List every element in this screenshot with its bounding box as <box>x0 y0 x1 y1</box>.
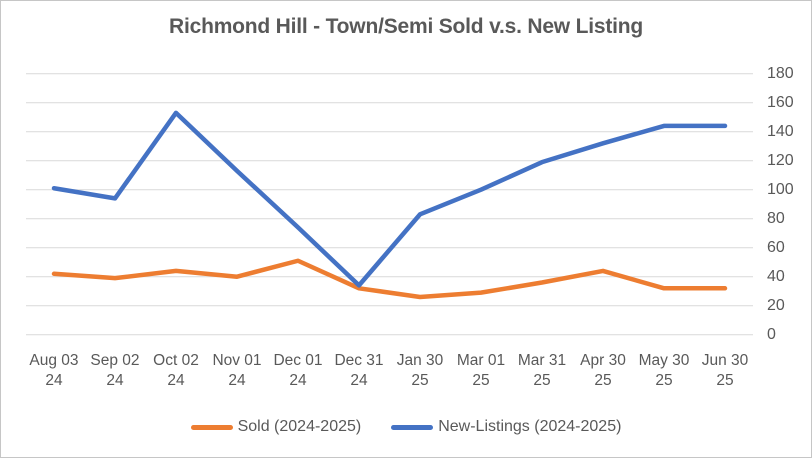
x-tick-label: Sep 02 24 <box>90 352 140 389</box>
x-tick-label: Apr 30 25 <box>580 352 626 389</box>
x-tick-label: Jun 30 25 <box>701 352 749 389</box>
x-tick-label: Mar 31 25 <box>517 352 567 389</box>
x-tick-label: Aug 03 24 <box>29 352 79 389</box>
sold-series-swatch <box>190 424 233 430</box>
legend-item-new-listings: New-Listings (2024-2025) <box>391 418 621 436</box>
x-tick-label: Dec 31 24 <box>334 352 384 389</box>
y-tick-label: 140 <box>767 122 794 140</box>
y-tick-label: 20 <box>767 296 785 314</box>
y-tick-label: 80 <box>767 209 785 227</box>
y-tick-label: 0 <box>767 325 776 343</box>
legend-label-new-listings: New-Listings (2024-2025) <box>438 418 622 435</box>
new-listings-series-swatch <box>391 424 434 430</box>
y-tick-label: 120 <box>767 151 794 169</box>
legend-label-sold: Sold (2024-2025) <box>237 418 362 435</box>
x-tick-label: Dec 01 24 <box>273 352 323 389</box>
y-tick-label: 100 <box>767 180 794 198</box>
y-tick-label: 160 <box>767 93 794 111</box>
x-tick-label: Jan 30 25 <box>396 352 444 389</box>
x-tick-label: Oct 02 24 <box>153 352 199 389</box>
new-listings-series-line <box>51 110 728 288</box>
x-tick-label: Mar 01 25 <box>456 352 506 389</box>
y-tick-label: 40 <box>767 267 785 285</box>
chart-title: Richmond Hill - Town/Semi Sold v.s. New … <box>168 15 644 38</box>
sold-series-line <box>51 258 728 300</box>
y-tick-label: 180 <box>767 64 794 82</box>
legend-item-sold: Sold (2024-2025) <box>190 418 362 436</box>
x-tick-label: Nov 01 24 <box>212 352 262 389</box>
x-tick-label: May 30 25 <box>638 352 690 389</box>
legend: Sold (2024-2025) New-Listings (2024-2025… <box>1 418 811 436</box>
y-tick-label: 60 <box>767 238 785 256</box>
